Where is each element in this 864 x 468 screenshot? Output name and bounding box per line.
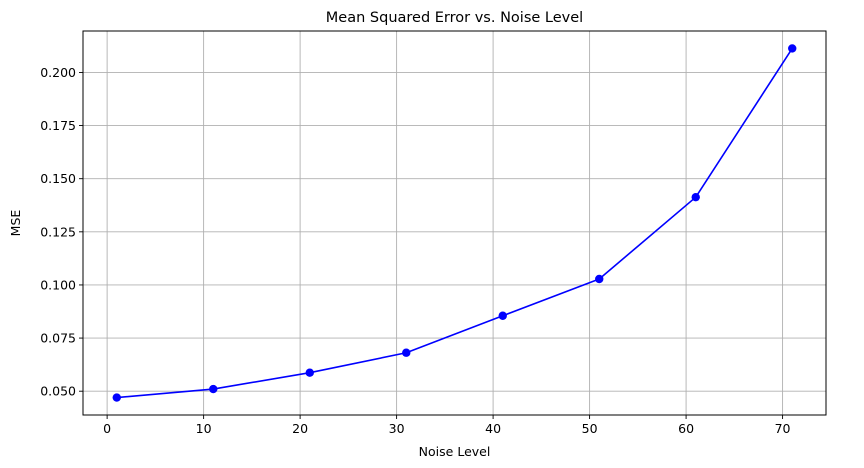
data-point bbox=[112, 393, 121, 402]
x-axis: 0 10 20 30 40 50 60 70 bbox=[103, 415, 791, 436]
y-tick-label: 0.200 bbox=[40, 65, 76, 80]
series-line bbox=[116, 47, 793, 399]
data-point bbox=[209, 384, 218, 394]
y-axis: 0.050 0.075 0.100 0.125 0.150 0.175 0.200 bbox=[40, 65, 83, 399]
x-tick-label: 0 bbox=[103, 421, 111, 436]
x-tick-label: 60 bbox=[678, 421, 694, 436]
x-tick-label: 70 bbox=[775, 421, 791, 436]
plot-frame bbox=[82, 30, 827, 416]
chart-title: Mean Squared Error vs. Noise Level bbox=[326, 10, 583, 26]
y-axis-label: MSE bbox=[8, 210, 23, 237]
y-tick-label: 0.150 bbox=[40, 171, 76, 186]
x-axis-label: Noise Level bbox=[419, 444, 491, 459]
x-tick-label: 10 bbox=[196, 421, 212, 436]
x-tick-label: 50 bbox=[582, 421, 598, 436]
x-tick-label: 20 bbox=[292, 421, 308, 436]
y-tick-label: 0.100 bbox=[40, 277, 76, 292]
y-tick-label: 0.175 bbox=[40, 118, 76, 133]
series-layer bbox=[112, 44, 797, 402]
grid-lines bbox=[83, 31, 826, 415]
data-point bbox=[305, 368, 314, 377]
data-point bbox=[498, 311, 507, 320]
data-point bbox=[691, 192, 700, 202]
data-point bbox=[402, 348, 411, 357]
x-tick-label: 30 bbox=[389, 421, 405, 436]
x-tick-label: 40 bbox=[485, 421, 501, 436]
y-tick-label: 0.075 bbox=[40, 331, 76, 346]
y-tick-label: 0.125 bbox=[40, 224, 76, 239]
data-point bbox=[788, 44, 797, 53]
y-tick-label: 0.050 bbox=[40, 384, 76, 399]
data-point bbox=[595, 274, 604, 284]
